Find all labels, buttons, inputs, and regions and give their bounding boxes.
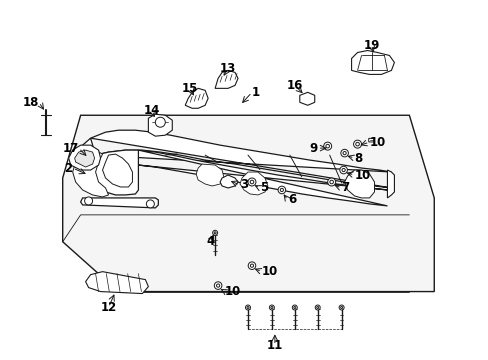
Text: 18: 18 xyxy=(22,96,39,109)
Text: 9: 9 xyxy=(309,141,317,155)
Circle shape xyxy=(355,142,359,146)
Text: 11: 11 xyxy=(266,339,283,352)
Text: 10: 10 xyxy=(224,285,241,298)
Text: 14: 14 xyxy=(144,104,160,117)
Circle shape xyxy=(329,180,333,184)
Circle shape xyxy=(250,180,253,184)
Text: 3: 3 xyxy=(240,179,247,192)
Polygon shape xyxy=(215,71,238,88)
Polygon shape xyxy=(138,150,386,206)
Circle shape xyxy=(270,306,272,309)
Circle shape xyxy=(146,200,154,208)
Circle shape xyxy=(216,284,219,287)
Polygon shape xyxy=(79,138,138,195)
Polygon shape xyxy=(220,175,238,188)
Circle shape xyxy=(245,305,250,310)
Polygon shape xyxy=(148,114,172,136)
Circle shape xyxy=(353,140,361,148)
Circle shape xyxy=(315,305,320,310)
Circle shape xyxy=(327,178,335,186)
FancyBboxPatch shape xyxy=(368,138,373,142)
Circle shape xyxy=(293,306,295,309)
Circle shape xyxy=(214,282,222,289)
Polygon shape xyxy=(85,272,148,293)
Text: 10: 10 xyxy=(369,136,385,149)
Circle shape xyxy=(323,142,331,150)
Polygon shape xyxy=(351,50,394,75)
Text: 16: 16 xyxy=(286,79,303,92)
Polygon shape xyxy=(68,145,101,170)
Text: 8: 8 xyxy=(354,152,362,165)
Polygon shape xyxy=(344,170,374,198)
Polygon shape xyxy=(240,172,267,195)
Circle shape xyxy=(155,117,165,127)
Text: 6: 6 xyxy=(287,193,295,206)
Polygon shape xyxy=(75,150,94,167)
Circle shape xyxy=(340,306,342,309)
Circle shape xyxy=(280,188,283,192)
Circle shape xyxy=(84,197,92,205)
Circle shape xyxy=(292,305,297,310)
Circle shape xyxy=(250,264,253,267)
Text: 2: 2 xyxy=(64,162,73,175)
Circle shape xyxy=(340,149,347,157)
Text: 4: 4 xyxy=(205,235,214,248)
Circle shape xyxy=(214,232,216,234)
Text: 17: 17 xyxy=(62,141,79,155)
Polygon shape xyxy=(90,130,390,188)
Polygon shape xyxy=(196,164,224,186)
Circle shape xyxy=(246,306,248,309)
Text: 7: 7 xyxy=(341,181,349,194)
Polygon shape xyxy=(62,115,433,292)
Polygon shape xyxy=(81,198,158,208)
Polygon shape xyxy=(185,88,208,108)
Circle shape xyxy=(339,305,344,310)
Text: 10: 10 xyxy=(262,265,278,278)
Circle shape xyxy=(248,262,255,269)
Circle shape xyxy=(212,230,217,235)
Circle shape xyxy=(342,152,346,155)
Text: 5: 5 xyxy=(260,181,267,194)
Circle shape xyxy=(341,168,345,172)
Polygon shape xyxy=(73,150,108,197)
Circle shape xyxy=(325,144,329,148)
Text: 15: 15 xyxy=(182,82,198,95)
Polygon shape xyxy=(386,170,394,198)
Text: 10: 10 xyxy=(354,168,370,181)
Text: 19: 19 xyxy=(363,39,379,52)
Circle shape xyxy=(339,166,346,174)
Text: 12: 12 xyxy=(100,301,117,314)
Circle shape xyxy=(278,186,285,194)
Circle shape xyxy=(269,305,274,310)
Circle shape xyxy=(247,178,255,186)
Circle shape xyxy=(316,306,318,309)
Polygon shape xyxy=(102,154,132,187)
Text: 13: 13 xyxy=(220,62,236,75)
Polygon shape xyxy=(299,92,314,105)
Text: 1: 1 xyxy=(251,86,260,99)
